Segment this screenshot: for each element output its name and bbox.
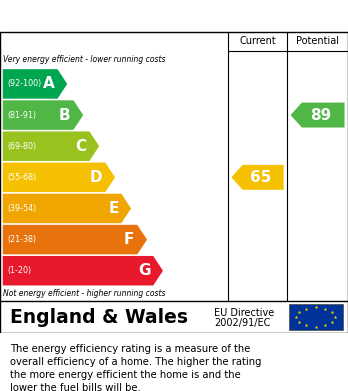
Bar xyxy=(289,304,343,330)
Text: G: G xyxy=(138,263,150,278)
Polygon shape xyxy=(3,256,163,285)
Text: (69-80): (69-80) xyxy=(7,142,36,151)
Text: C: C xyxy=(76,139,87,154)
Polygon shape xyxy=(3,100,83,130)
Polygon shape xyxy=(231,165,284,190)
Text: (1-20): (1-20) xyxy=(7,266,31,275)
Text: Potential: Potential xyxy=(296,36,339,47)
Text: England & Wales: England & Wales xyxy=(10,308,188,326)
Text: (81-91): (81-91) xyxy=(7,111,36,120)
Text: 2002/91/EC: 2002/91/EC xyxy=(214,318,270,328)
Text: A: A xyxy=(43,77,55,91)
Text: Energy Efficiency Rating: Energy Efficiency Rating xyxy=(60,7,288,25)
Text: (21-38): (21-38) xyxy=(7,235,36,244)
Text: (39-54): (39-54) xyxy=(7,204,36,213)
Polygon shape xyxy=(3,163,115,192)
Text: E: E xyxy=(108,201,119,216)
Text: Current: Current xyxy=(239,36,276,47)
Polygon shape xyxy=(3,194,131,223)
Text: B: B xyxy=(59,108,71,122)
Text: (55-68): (55-68) xyxy=(7,173,36,182)
Text: Not energy efficient - higher running costs: Not energy efficient - higher running co… xyxy=(3,289,166,298)
Polygon shape xyxy=(291,102,345,127)
Text: D: D xyxy=(90,170,103,185)
Text: Very energy efficient - lower running costs: Very energy efficient - lower running co… xyxy=(3,55,166,64)
Text: 65: 65 xyxy=(250,170,271,185)
Text: 89: 89 xyxy=(310,108,332,122)
Polygon shape xyxy=(3,131,99,161)
Text: EU Directive: EU Directive xyxy=(214,308,274,318)
Polygon shape xyxy=(3,69,67,99)
Text: (92-100): (92-100) xyxy=(7,79,41,88)
Text: The energy efficiency rating is a measure of the
overall efficiency of a home. T: The energy efficiency rating is a measur… xyxy=(10,344,262,391)
Polygon shape xyxy=(3,225,147,254)
Text: F: F xyxy=(124,232,134,247)
